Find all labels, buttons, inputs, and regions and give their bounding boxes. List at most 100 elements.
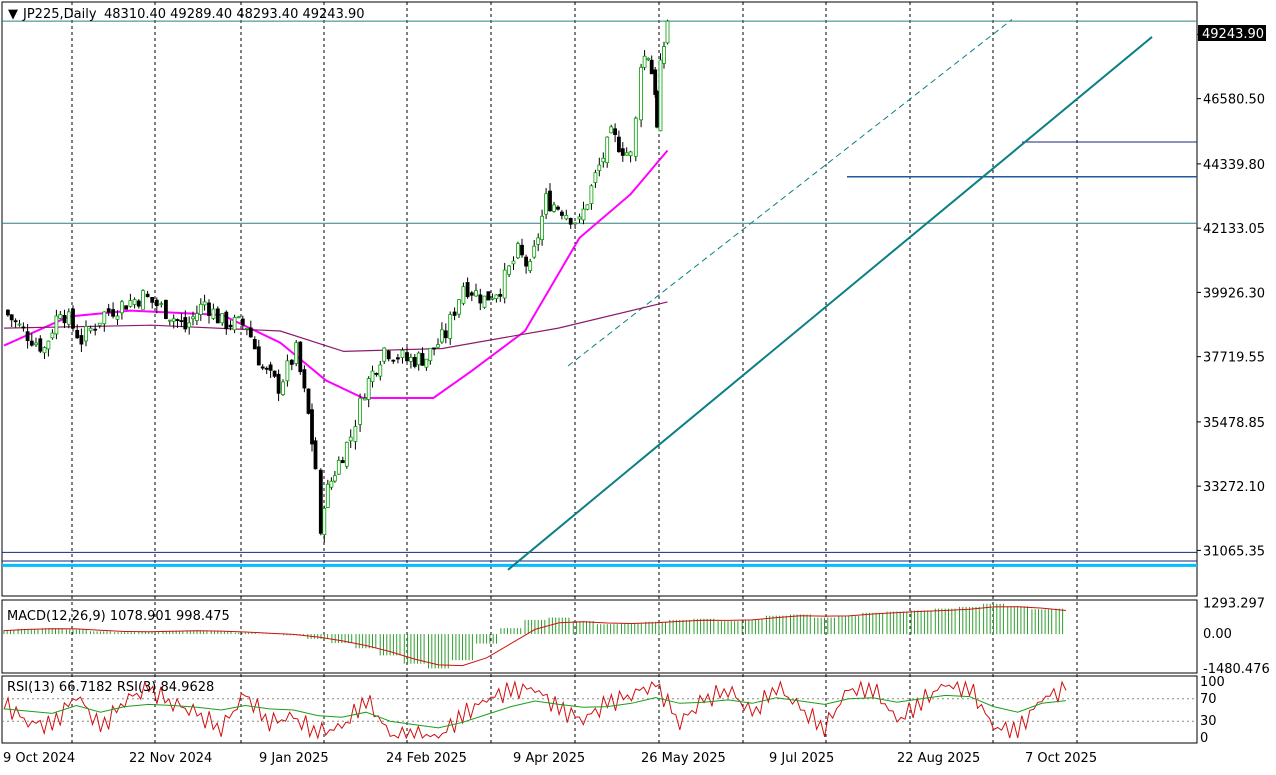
candle-body [325, 483, 330, 508]
candle-body [374, 372, 379, 375]
price-tick-label: 37719.55 [1203, 351, 1265, 366]
candle-body [9, 314, 14, 321]
candle-body [362, 397, 367, 401]
candle-body [336, 459, 341, 475]
candle-body [46, 340, 51, 350]
candle-body [115, 315, 120, 320]
candle-body [577, 216, 582, 220]
candle-body [628, 151, 633, 157]
candle-body [54, 315, 59, 335]
candle-body [395, 357, 400, 360]
candle-body [416, 352, 421, 366]
candle-body [66, 311, 71, 325]
candle-body [353, 426, 358, 442]
candle-body [378, 364, 383, 377]
candle-body [540, 215, 544, 241]
candle-body [79, 335, 84, 345]
candle-body [532, 245, 537, 258]
candle-body [179, 320, 184, 323]
candle-body [240, 318, 245, 326]
date-tick-label: 26 May 2025 [641, 751, 726, 766]
rsi-panel-frame [1, 675, 1198, 744]
candle-body [340, 460, 345, 464]
price-tick-label: 46580.50 [1203, 93, 1265, 108]
macd-label: MACD(12,26,9) 1078.901 998.475 [7, 609, 230, 624]
rsi-series [2, 680, 1197, 740]
candle-body [649, 59, 654, 75]
candle-body [528, 260, 533, 271]
rsi-label: RSI(13) 66.7182 RSI(3) 84.9628 [7, 680, 214, 695]
trendline [507, 36, 1153, 571]
candle-body [294, 342, 299, 364]
price-panel-frame [1, 1, 1198, 597]
candle-body [490, 297, 495, 300]
candle-body [482, 295, 487, 308]
candle-body [313, 440, 318, 470]
dropdown-triangle-icon[interactable]: ▼ [8, 7, 18, 22]
candle-body [191, 316, 195, 320]
candle-body [536, 237, 541, 245]
candle-body [150, 296, 155, 303]
candle-body [366, 378, 371, 400]
candle-body [224, 311, 229, 330]
horizontal-levels [2, 20, 1197, 567]
candle-body [175, 319, 180, 322]
candle-body [573, 222, 577, 225]
candle-body [589, 185, 594, 204]
macd-tick-label: 0.00 [1203, 627, 1232, 642]
candle-body [202, 301, 207, 306]
channel-line [567, 19, 1013, 367]
candle-body [382, 347, 387, 362]
price-tick-label: 42133.05 [1203, 222, 1265, 237]
price-tick-label: 39926.30 [1203, 286, 1265, 301]
candle-body [102, 311, 107, 325]
candle-body [285, 360, 290, 382]
candle-body [167, 319, 172, 322]
rsi-tick-label: 0 [1200, 731, 1208, 746]
candle-body [106, 308, 111, 313]
candle-body [260, 366, 265, 369]
candle-body [408, 356, 413, 362]
candle-body [624, 152, 629, 156]
candle-body [211, 308, 216, 319]
candle-body [244, 327, 249, 330]
candle-body [585, 204, 590, 210]
candle-body [511, 260, 516, 265]
candle-body [391, 359, 396, 362]
candle-body [469, 292, 474, 296]
candle-body [322, 507, 327, 535]
candle-body [268, 364, 273, 371]
candle-body [6, 309, 10, 316]
candle-body [264, 367, 269, 370]
candle-body [34, 342, 38, 346]
candle-body [443, 330, 448, 339]
date-tick-label: 9 Jan 2025 [259, 751, 329, 766]
candle-body [646, 57, 651, 60]
candle-body [386, 350, 391, 360]
candle-body [544, 193, 548, 215]
candle-body [556, 206, 560, 210]
candle-body [436, 344, 440, 348]
candles [6, 19, 670, 543]
candle-body [486, 291, 491, 301]
candle-body [302, 369, 307, 389]
candle-body [524, 256, 528, 267]
candle-body [318, 469, 323, 534]
candle-body [88, 327, 93, 332]
candle-body [332, 475, 337, 482]
candle-body [405, 352, 409, 362]
candle-body [560, 211, 564, 216]
candle-body [601, 157, 606, 163]
candle-body [358, 397, 363, 425]
candle-body [655, 90, 659, 128]
candle-body [597, 164, 602, 171]
macd-tick-label: 1293.297 [1203, 597, 1265, 612]
axis-ticks: 9 Oct 2024 22 Nov 2024 9 Jan 2025 24 Feb 20… [3, 28, 1270, 766]
candle-body [452, 311, 457, 316]
candle-body [344, 441, 349, 467]
candle-body [568, 217, 573, 225]
candle-body [329, 480, 334, 488]
candle-body [84, 325, 88, 342]
